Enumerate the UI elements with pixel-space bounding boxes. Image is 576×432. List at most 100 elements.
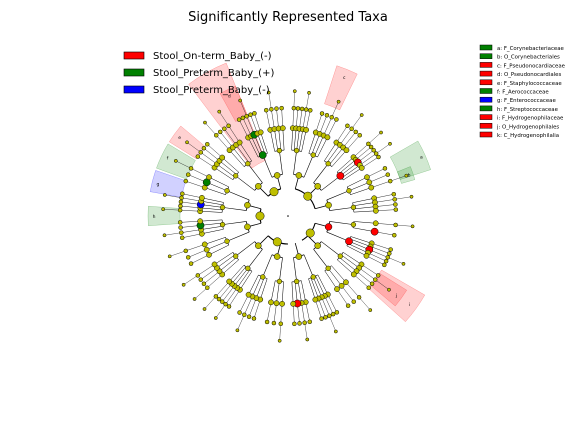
genus-branch — [305, 110, 311, 130]
family-branch — [341, 164, 360, 179]
legend-label: Stool_On-term_Baby_(-) — [153, 51, 272, 62]
genus-branch — [370, 246, 390, 254]
species-branch — [395, 224, 413, 227]
clade-highlight — [147, 205, 181, 227]
family-branch — [260, 278, 268, 300]
genus-branch — [292, 108, 295, 129]
genus-branch — [315, 299, 322, 319]
genus-branch — [207, 144, 223, 158]
species-branch — [186, 142, 201, 153]
tree-node — [188, 261, 194, 266]
genus-branch — [361, 156, 379, 169]
tree-node — [312, 296, 319, 303]
taxa-legend-swatch — [479, 79, 493, 86]
species-branch — [237, 314, 245, 331]
family-branch — [336, 157, 354, 173]
tree-node — [327, 313, 332, 319]
tree-node — [368, 184, 375, 191]
order-branch — [247, 249, 263, 269]
genus-branch — [292, 303, 295, 324]
order-branch — [247, 163, 263, 183]
taxa-legend-swatch — [479, 62, 493, 68]
tree-node — [177, 220, 183, 225]
family-branch — [201, 225, 223, 230]
tree-node — [385, 255, 391, 260]
taxa-legend-swatch — [479, 96, 493, 103]
genus-branch — [182, 193, 202, 199]
taxa-legend-swatch — [479, 44, 493, 51]
tree-node — [178, 203, 183, 209]
family-branch — [204, 187, 226, 195]
genus-branch — [302, 109, 307, 130]
tree-node — [178, 199, 184, 205]
tree-node — [334, 117, 339, 122]
tree-node — [263, 107, 269, 113]
tree-node — [388, 247, 393, 252]
genus-branch — [190, 168, 210, 178]
species-branch — [215, 304, 226, 319]
family-branch — [276, 281, 280, 304]
tree-node — [372, 207, 379, 214]
clade-letter-label: i — [409, 302, 410, 308]
family-branch — [222, 157, 239, 173]
species-branch — [376, 143, 391, 154]
family-branch — [342, 252, 362, 265]
tree-node — [255, 183, 262, 190]
family-branch — [214, 252, 234, 265]
tree-node — [387, 251, 392, 256]
species-branch — [163, 209, 181, 211]
family-branch — [216, 163, 235, 178]
genus-branch — [215, 281, 230, 297]
genus-branch — [197, 156, 215, 168]
tree-node — [334, 286, 340, 292]
family-branch — [329, 147, 344, 165]
tree-node — [214, 133, 219, 138]
tree-node — [382, 262, 387, 268]
tree-node — [305, 337, 310, 342]
taxa-legend-label: f: F_Aerococcaceae — [497, 90, 549, 96]
tree-node — [310, 274, 316, 280]
tree-node — [206, 251, 212, 258]
genus-branch — [319, 115, 328, 134]
genus-branch — [248, 298, 257, 317]
tree-node — [255, 242, 262, 249]
tree-node — [307, 90, 311, 95]
taxa-legend-label: c: F_Pseudonocardiaceae — [497, 63, 566, 69]
tree-node — [345, 237, 353, 246]
genus-branch — [371, 180, 391, 188]
genus-branch — [299, 108, 303, 129]
family-branch — [331, 265, 347, 283]
family-branch — [353, 221, 376, 224]
genus-branch — [185, 180, 205, 188]
family-branch — [296, 128, 300, 151]
tree-node — [363, 252, 370, 259]
tree-node — [205, 142, 210, 147]
tree-node — [371, 148, 376, 153]
tree-node — [366, 141, 371, 147]
order-branch — [329, 207, 354, 211]
taxa-legend: a: F_Corynebacteriaceae b: O_Corynebacter… — [479, 44, 566, 139]
tree-node — [308, 108, 313, 113]
family-branch — [326, 144, 341, 163]
tree-node — [268, 299, 274, 306]
tree-node — [345, 123, 350, 129]
tree-node — [203, 120, 207, 125]
tree-node — [183, 248, 189, 254]
order-branch — [303, 154, 314, 178]
genus-branch — [375, 209, 396, 212]
tree-node — [177, 207, 183, 213]
genus-branch — [271, 109, 275, 130]
tree-node — [226, 304, 232, 309]
tree-node — [303, 127, 309, 133]
tree-node — [269, 187, 279, 197]
root-node — [287, 215, 289, 217]
species-branch — [194, 287, 208, 300]
tree-node — [290, 300, 297, 307]
tree-node — [392, 232, 397, 238]
tree-node — [219, 204, 226, 211]
family-branch — [235, 144, 250, 163]
tree-node — [388, 141, 392, 146]
taxa-legend-label: j: O_Hydrogenophilales — [496, 124, 559, 130]
tree-node — [242, 312, 247, 318]
tree-node — [274, 106, 279, 111]
